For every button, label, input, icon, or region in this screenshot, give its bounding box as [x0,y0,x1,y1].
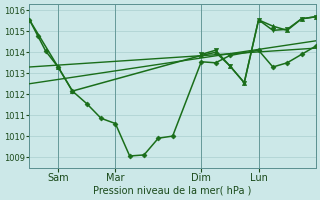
X-axis label: Pression niveau de la mer( hPa ): Pression niveau de la mer( hPa ) [93,186,252,196]
